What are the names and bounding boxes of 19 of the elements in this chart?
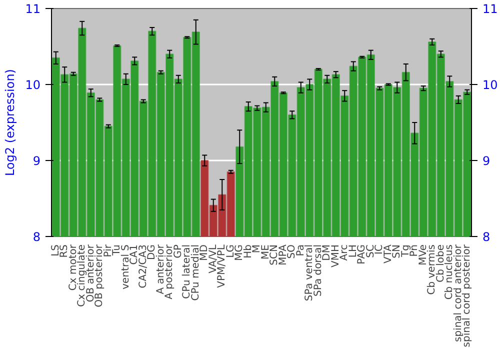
x-tick-label: GP	[172, 244, 184, 258]
y2-tick-label: 9	[482, 154, 490, 168]
x-tick-label: A posterior	[164, 244, 176, 300]
x-tick-label: DG	[146, 244, 158, 260]
y-tick-label: 8	[32, 230, 41, 244]
y2-tick-label: 10	[482, 78, 498, 92]
x-tick-label: Tg	[400, 244, 412, 258]
y-tick-label: 11	[25, 2, 41, 16]
x-tick-label: MVe	[418, 244, 429, 266]
y2-tick-label: 11	[482, 2, 498, 16]
y2-tick-label: 8	[482, 230, 490, 244]
x-tick-label: RS	[59, 244, 70, 258]
y-tick-label: 9	[32, 154, 41, 168]
x-tick-label: Cb lobe	[435, 244, 446, 282]
x-tick-label: spinal cord posterior	[462, 244, 473, 348]
x-tick-label: OB posterior	[94, 244, 106, 308]
y-tick-label: 10	[25, 78, 41, 92]
x-tick-label: Pa	[295, 244, 306, 256]
y-axis-title: Log2 (expression)	[3, 69, 18, 176]
